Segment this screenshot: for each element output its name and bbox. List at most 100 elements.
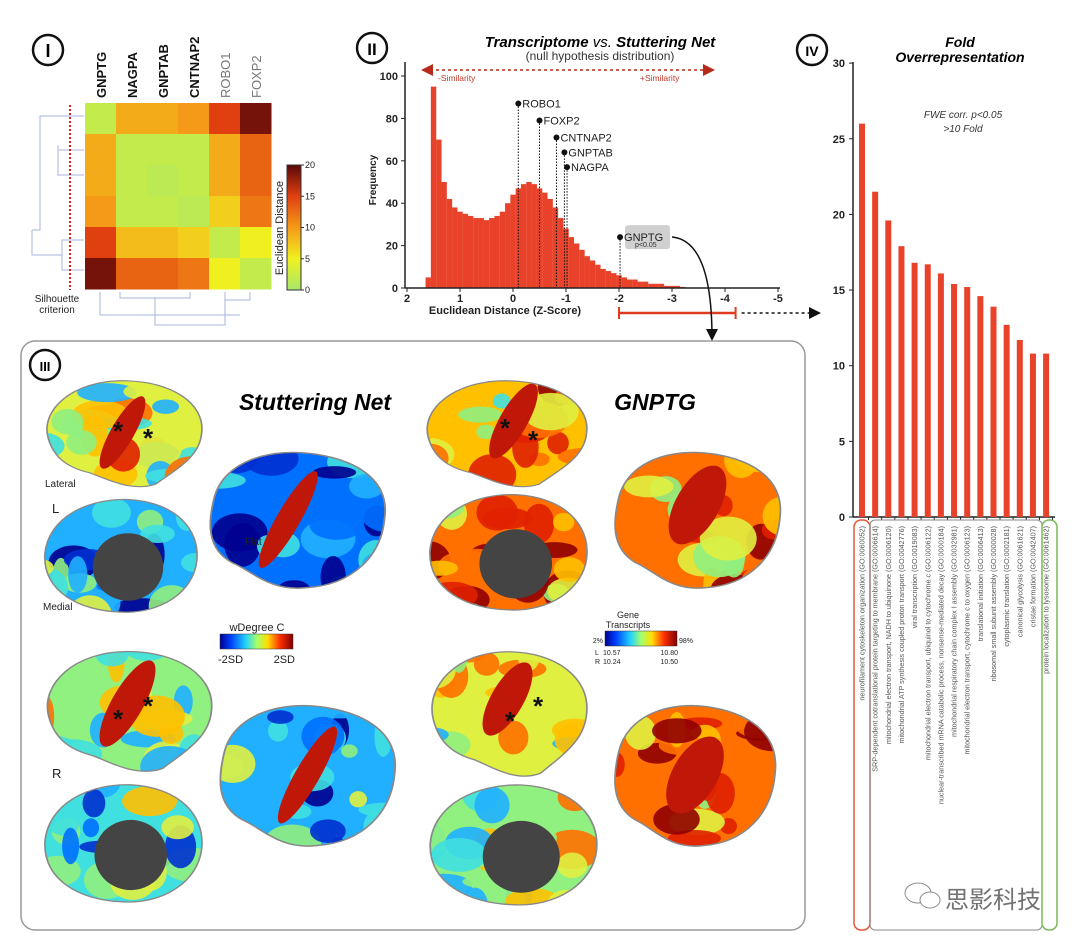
fold-bar (1029, 353, 1036, 517)
histogram-bar (664, 285, 670, 288)
gene-colorbar-title: Gene (617, 610, 639, 620)
heatmap-cell (209, 227, 241, 259)
heatmap-cell (85, 258, 117, 290)
y-tick-label: 30 (833, 58, 845, 70)
heatmap-cell (147, 134, 179, 166)
left-flat-gnptg (615, 452, 781, 589)
fold-bar (951, 283, 958, 517)
marker-note: p<0.05 (635, 242, 657, 249)
histogram-bar (642, 281, 649, 288)
brain-region (476, 424, 496, 440)
heatmap-cell (116, 258, 148, 290)
histogram-bar (584, 256, 590, 288)
brain-region (66, 430, 97, 455)
brain-edge (426, 380, 588, 488)
colorbar-tick-label: 20 (305, 160, 315, 170)
histogram-bar (573, 243, 580, 288)
column-label: FOXP2 (249, 55, 264, 98)
fold-annotation: FWE corr. p<0.05 (924, 110, 1003, 121)
fold-bar (911, 262, 918, 517)
heatmap-cell (240, 103, 272, 135)
heatmap-cell (209, 103, 241, 135)
panel-label-circle (795, 33, 829, 67)
heatmap-cell (147, 258, 179, 290)
brain-region (152, 399, 180, 414)
brain-hotspot (489, 383, 538, 459)
gene-row-l-max: 10.80 (660, 650, 678, 657)
marker-dot (515, 100, 522, 107)
marker-label: GNPTAB (568, 147, 612, 159)
gene-min-pct: 2% (593, 638, 603, 645)
heatmap-cell (240, 165, 272, 197)
brain-region (312, 466, 357, 479)
brain-edge (219, 704, 397, 847)
panel-label: III (40, 359, 51, 374)
brain-hotspot (99, 396, 146, 469)
histogram-bar (669, 285, 675, 288)
asterisk-marker: * (143, 691, 154, 721)
right-medial-stuttering (44, 784, 202, 902)
heatmap-cell (178, 227, 210, 259)
histogram-bar (441, 182, 447, 288)
marker-label: CNTNAP2 (560, 132, 611, 144)
gnptg-title: GNPTG (614, 389, 696, 415)
brain-region (762, 496, 781, 536)
x-tick-label: -2 (614, 293, 624, 305)
histogram-bar (632, 279, 638, 288)
asterisk-marker: * (500, 413, 511, 443)
heatmap-cell (116, 165, 148, 197)
histogram-bar (457, 211, 463, 288)
brain-region (458, 406, 503, 423)
brain-edge (429, 494, 588, 611)
brain-region (492, 393, 511, 409)
wdegree-max: 2SD (274, 654, 295, 666)
heatmap-cell (116, 103, 148, 135)
heatmap-cell (85, 227, 117, 259)
histogram-bar (483, 220, 490, 288)
heatmap-cell (116, 134, 148, 166)
y-tick-label: 0 (392, 283, 398, 295)
brain-region (181, 553, 198, 573)
brain-hotspot (277, 726, 338, 824)
fold-bar (924, 264, 931, 517)
brain-region (268, 720, 289, 742)
histogram-bar (595, 264, 601, 288)
category-label: SRP-dependent cotranslational protein ta… (871, 526, 880, 772)
brain-region (77, 383, 138, 403)
fold-bar (1043, 353, 1050, 517)
category-label: viral transcription (GO:0019083) (910, 526, 919, 628)
brain-region (54, 692, 71, 722)
heatmap-cell (178, 165, 210, 197)
brain-region (431, 838, 487, 872)
gnptg-highlight (625, 225, 671, 250)
histogram-bar (526, 182, 532, 288)
histogram-bar (600, 268, 606, 288)
fold-bar (885, 220, 892, 517)
stuttering-net-title: Stuttering Net (239, 389, 392, 415)
brain-region (68, 556, 88, 593)
x-axis-label: Euclidean Distance (Z-Score) (429, 305, 582, 317)
fold-annotation: >10 Fold (943, 124, 983, 135)
category-label: cytoplasmic translation (GO:0002181) (1002, 526, 1011, 647)
marker-label: GNPTG (624, 232, 663, 244)
category-label: translational initiation (GO:0006413) (976, 526, 985, 641)
category-label: mitochondrial electron transport, cytoch… (963, 526, 972, 755)
y-axis-label: Frequency (368, 154, 379, 205)
y-tick-label: 80 (386, 113, 398, 125)
brain-hotspot (482, 662, 533, 736)
brain-region (522, 392, 579, 431)
brain-region (358, 488, 386, 533)
asterisk-marker: * (505, 706, 516, 736)
histogram-bar (520, 184, 527, 288)
brain-region (267, 710, 294, 724)
marker-dot (564, 164, 571, 171)
heatmap-cell (209, 258, 241, 290)
histogram-title: Transcriptome vs. Stuttering Net (485, 34, 717, 51)
medial-wall (92, 533, 164, 601)
panel-iii: III * * * * * * * * Stuttering Net GNPTG Latera… (20, 340, 806, 931)
column-label: ROBO1 (218, 52, 233, 98)
watermark: 思影科技 (904, 882, 1041, 914)
histogram-bar (616, 275, 622, 288)
histogram-bar (674, 285, 681, 288)
